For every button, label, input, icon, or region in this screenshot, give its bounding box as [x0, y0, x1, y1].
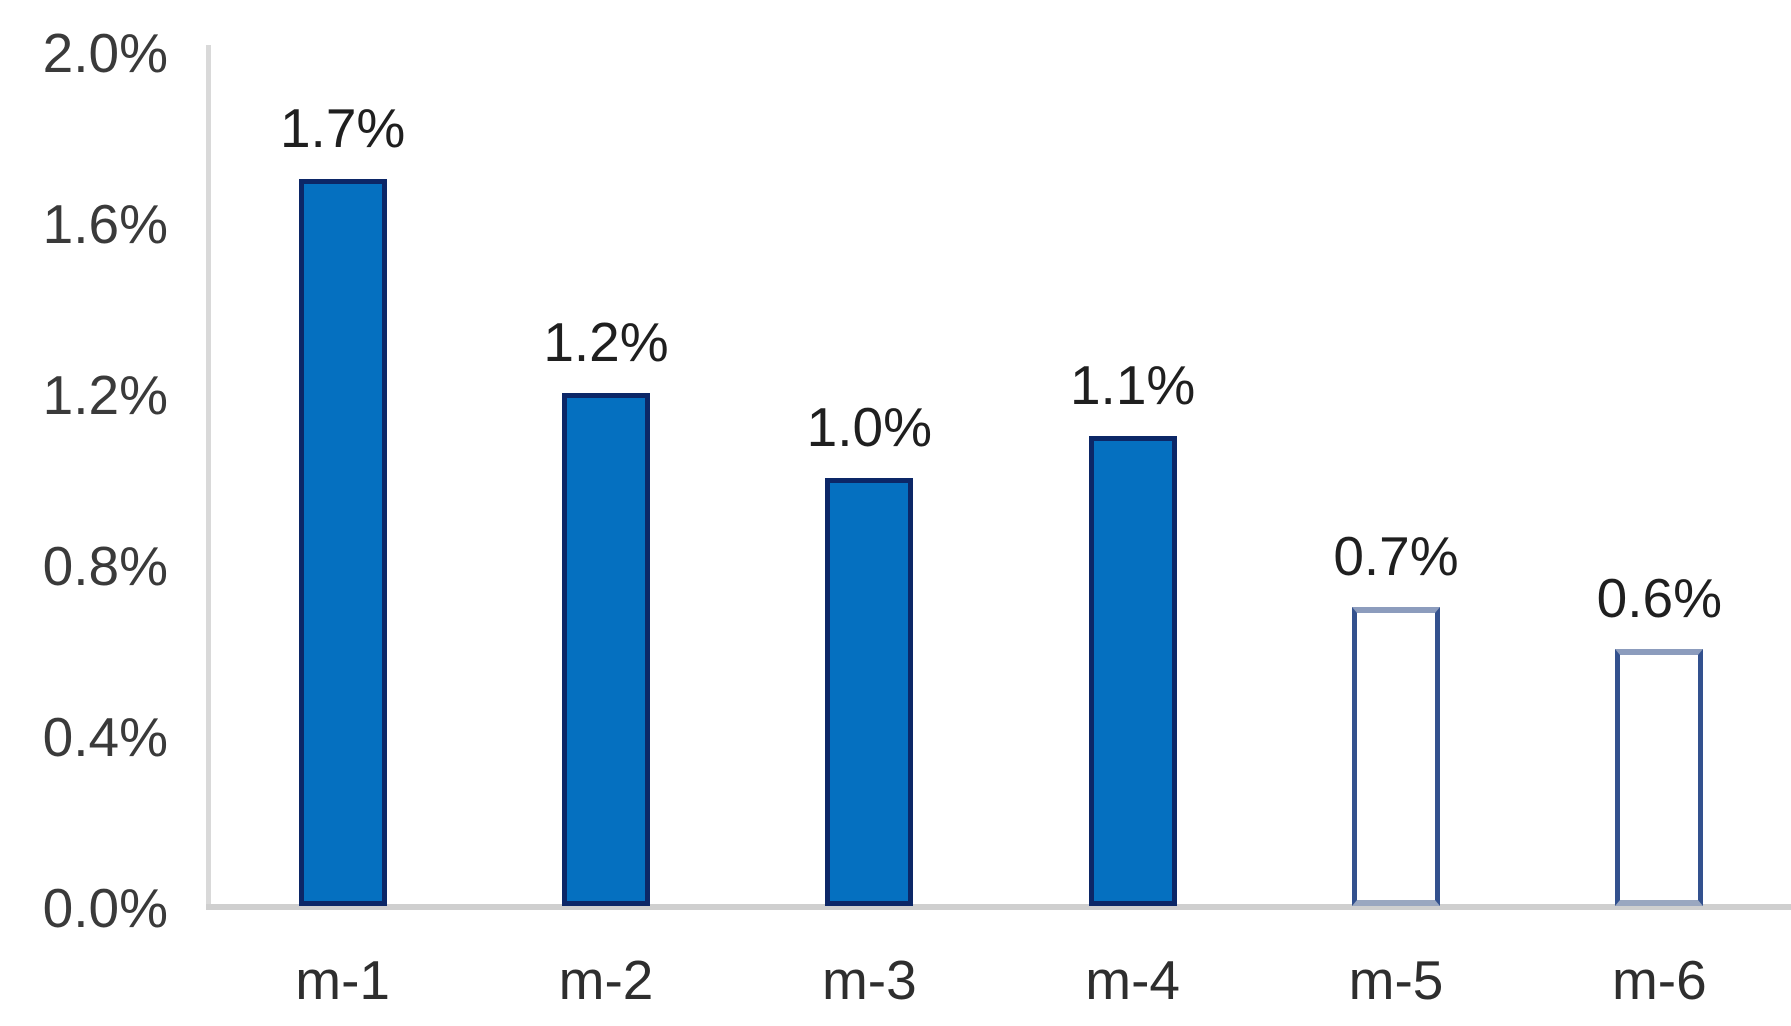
- bar-m-2: [562, 393, 650, 906]
- bar-value-label: 1.1%: [1069, 354, 1196, 416]
- bar-m-5: [1352, 607, 1440, 906]
- x-axis-line: [206, 904, 1791, 910]
- y-tick-label: 0.0%: [42, 877, 168, 939]
- bar-m-1: [299, 179, 387, 906]
- bar-value-label: 1.0%: [806, 396, 933, 458]
- bar-value-label: 0.7%: [1333, 525, 1459, 587]
- bar-value-label: 1.7%: [279, 97, 406, 159]
- bar-value-label: 1.2%: [543, 311, 669, 373]
- bar-value-label: 0.6%: [1596, 567, 1723, 629]
- x-category-label-m-5: m-5: [1348, 949, 1444, 1011]
- x-category-label-m-2: m-2: [558, 949, 654, 1011]
- bar-m-6: [1615, 649, 1703, 906]
- y-tick-label: 0.4%: [42, 706, 168, 768]
- x-category-label-m-6: m-6: [1611, 949, 1707, 1011]
- x-category-label-m-3: m-3: [821, 949, 917, 1011]
- y-axis-line: [206, 45, 211, 910]
- y-tick-label: 0.8%: [42, 535, 168, 597]
- x-category-label-m-4: m-4: [1085, 949, 1181, 1011]
- y-tick-label: 2.0%: [42, 22, 168, 84]
- y-tick-label: 1.6%: [42, 193, 168, 255]
- bar-m-4: [1089, 436, 1177, 906]
- bar-m-3: [825, 478, 913, 906]
- y-tick-label: 1.2%: [42, 364, 168, 426]
- x-category-label-m-1: m-1: [295, 949, 391, 1011]
